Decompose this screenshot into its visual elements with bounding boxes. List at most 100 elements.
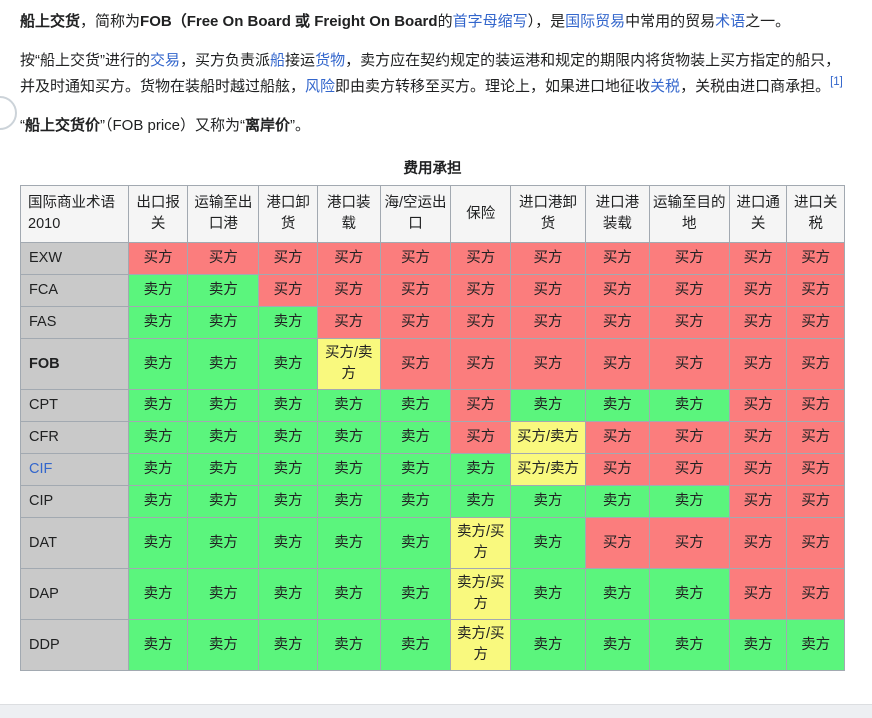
incoterm-link[interactable]: CIF — [29, 461, 53, 477]
text-span: 接运 — [285, 52, 316, 69]
cost-cell: 买方 — [728, 242, 788, 275]
wiki-link[interactable]: 交易 — [150, 52, 181, 69]
paragraph: 船上交货，简称为FOB（Free On Board 或 Freight On B… — [20, 9, 846, 35]
cost-cell: 买方 — [450, 274, 512, 307]
cost-cell: 买方 — [316, 242, 381, 275]
cost-cell: 买方 — [127, 242, 189, 275]
row-header: DAT — [20, 517, 129, 569]
column-header: 进口港装载 — [585, 185, 650, 243]
cost-cell: 买方 — [450, 338, 512, 390]
cost-cell: 卖方 — [379, 517, 452, 569]
cost-cell: 卖方 — [127, 485, 189, 518]
cost-cell: 卖方 — [258, 338, 318, 390]
row-header: CIP — [20, 485, 129, 518]
cost-cell: 买方 — [728, 389, 788, 422]
cost-cell: 卖方 — [127, 306, 189, 339]
wiki-link[interactable]: 国际贸易 — [565, 13, 626, 30]
column-header: 运输至目的地 — [648, 185, 730, 243]
cost-cell: 买方 — [786, 421, 845, 454]
reference-link[interactable]: [1] — [830, 76, 843, 88]
cost-cell: 买方 — [450, 389, 512, 422]
cost-cell: 买方 — [728, 274, 788, 307]
row-header: CFR — [20, 421, 129, 454]
column-header: 保险 — [450, 185, 512, 243]
cost-cell: 卖方 — [379, 421, 452, 454]
cost-cell: 买方 — [728, 517, 788, 569]
text-span: ”。 — [290, 117, 311, 134]
column-header: 港口装载 — [316, 185, 381, 243]
cost-cell: 买方 — [648, 306, 730, 339]
text-span: ，买方负责派 — [180, 52, 271, 69]
wiki-link[interactable]: 关税 — [650, 78, 681, 95]
cost-cell: 卖方 — [316, 517, 381, 569]
cost-cell: 卖方 — [187, 485, 260, 518]
cost-cell: 买方 — [450, 242, 512, 275]
cost-cell: 卖方 — [510, 517, 587, 569]
text-span: ），是 — [527, 13, 566, 30]
wiki-link[interactable]: 船 — [270, 52, 286, 69]
text-span: 按“船上交货”进行的 — [20, 52, 150, 69]
cost-cell: 买方/卖方 — [316, 338, 381, 390]
cost-cell: 卖方 — [187, 306, 260, 339]
wiki-link[interactable]: 货物 — [315, 52, 346, 69]
row-header: FAS — [20, 306, 129, 339]
cost-cell: 买方 — [585, 338, 650, 390]
cost-cell: 买方 — [379, 338, 452, 390]
cost-cell: 买方 — [648, 338, 730, 390]
cost-cell: 买方 — [510, 242, 587, 275]
row-header: FCA — [20, 274, 129, 307]
column-header: 出口报关 — [127, 185, 189, 243]
cost-cell: 买方 — [786, 306, 845, 339]
cost-cell: 卖方 — [450, 485, 512, 518]
cost-cell: 买方 — [728, 568, 788, 620]
cost-cell: 卖方 — [258, 517, 318, 569]
cost-cell: 买方 — [258, 274, 318, 307]
cost-cell: 卖方/买方 — [450, 568, 512, 620]
wiki-link[interactable]: 术语 — [715, 13, 746, 30]
cost-cell: 买方 — [786, 242, 845, 275]
table-row: CPT 卖方 卖方 卖方 卖方 卖方 买方 卖方 卖方 卖方 买方 买方 — [20, 389, 845, 422]
cost-cell: 买方 — [786, 517, 845, 569]
cost-cell: 买方/卖方 — [510, 453, 587, 486]
cost-cell: 卖方 — [585, 619, 650, 671]
incoterm-label: FOB — [29, 355, 60, 372]
text-span: 船上交货价 — [25, 117, 101, 134]
cost-cell: 卖方 — [510, 568, 587, 620]
cost-cell: 买方 — [728, 453, 788, 486]
text-span: FOB（Free On Board 或 Freight On Board — [140, 13, 438, 30]
cost-cell: 卖方 — [187, 389, 260, 422]
reference-sup: [1] — [830, 76, 843, 88]
cost-cell: 买方 — [728, 421, 788, 454]
paragraph: “船上交货价”（FOB price）又称为“离岸价”。 — [20, 113, 846, 139]
cost-cell: 卖方 — [127, 453, 189, 486]
row-header: EXW — [20, 242, 129, 275]
column-header: 进口关税 — [786, 185, 845, 243]
table-row: DAT 卖方 卖方 卖方 卖方 卖方 卖方/买方 卖方 买方 买方 买方 买方 — [20, 517, 845, 569]
cost-cell: 卖方 — [127, 517, 189, 569]
column-header: 进口通关 — [728, 185, 788, 243]
wiki-link[interactable]: 首字母缩写 — [452, 13, 528, 30]
cost-cell: 卖方 — [728, 619, 788, 671]
text-span: 之一。 — [745, 13, 791, 30]
row-header: CPT — [20, 389, 129, 422]
cost-cell: 买方 — [379, 242, 452, 275]
cost-cell: 买方 — [786, 568, 845, 620]
column-header: 海/空运出口 — [379, 185, 452, 243]
wiki-link[interactable]: 风险 — [305, 78, 336, 95]
cost-cell: 买方 — [379, 274, 452, 307]
cost-cell: 卖方 — [258, 453, 318, 486]
cost-cell: 买方 — [786, 389, 845, 422]
cost-cell: 卖方 — [648, 568, 730, 620]
table-row: FOB 卖方 卖方 卖方 买方/卖方 买方 买方 买方 买方 买方 买方 买方 — [20, 338, 845, 390]
cost-cell: 卖方 — [316, 485, 381, 518]
cost-cell: 买方 — [728, 485, 788, 518]
column-header: 运输至出口港 — [187, 185, 260, 243]
text-span: ，关税由进口商承担。 — [680, 78, 831, 95]
text-span: ，简称为 — [80, 13, 141, 30]
cost-cell: 买方 — [585, 274, 650, 307]
cost-cell: 卖方 — [127, 338, 189, 390]
cost-cell: 卖方 — [187, 274, 260, 307]
paragraph: 按“船上交货”进行的交易，买方负责派船接运货物，卖方应在契约规定的装运港和规定的… — [20, 48, 846, 100]
cost-cell: 卖方 — [379, 568, 452, 620]
cost-cell: 买方 — [510, 306, 587, 339]
